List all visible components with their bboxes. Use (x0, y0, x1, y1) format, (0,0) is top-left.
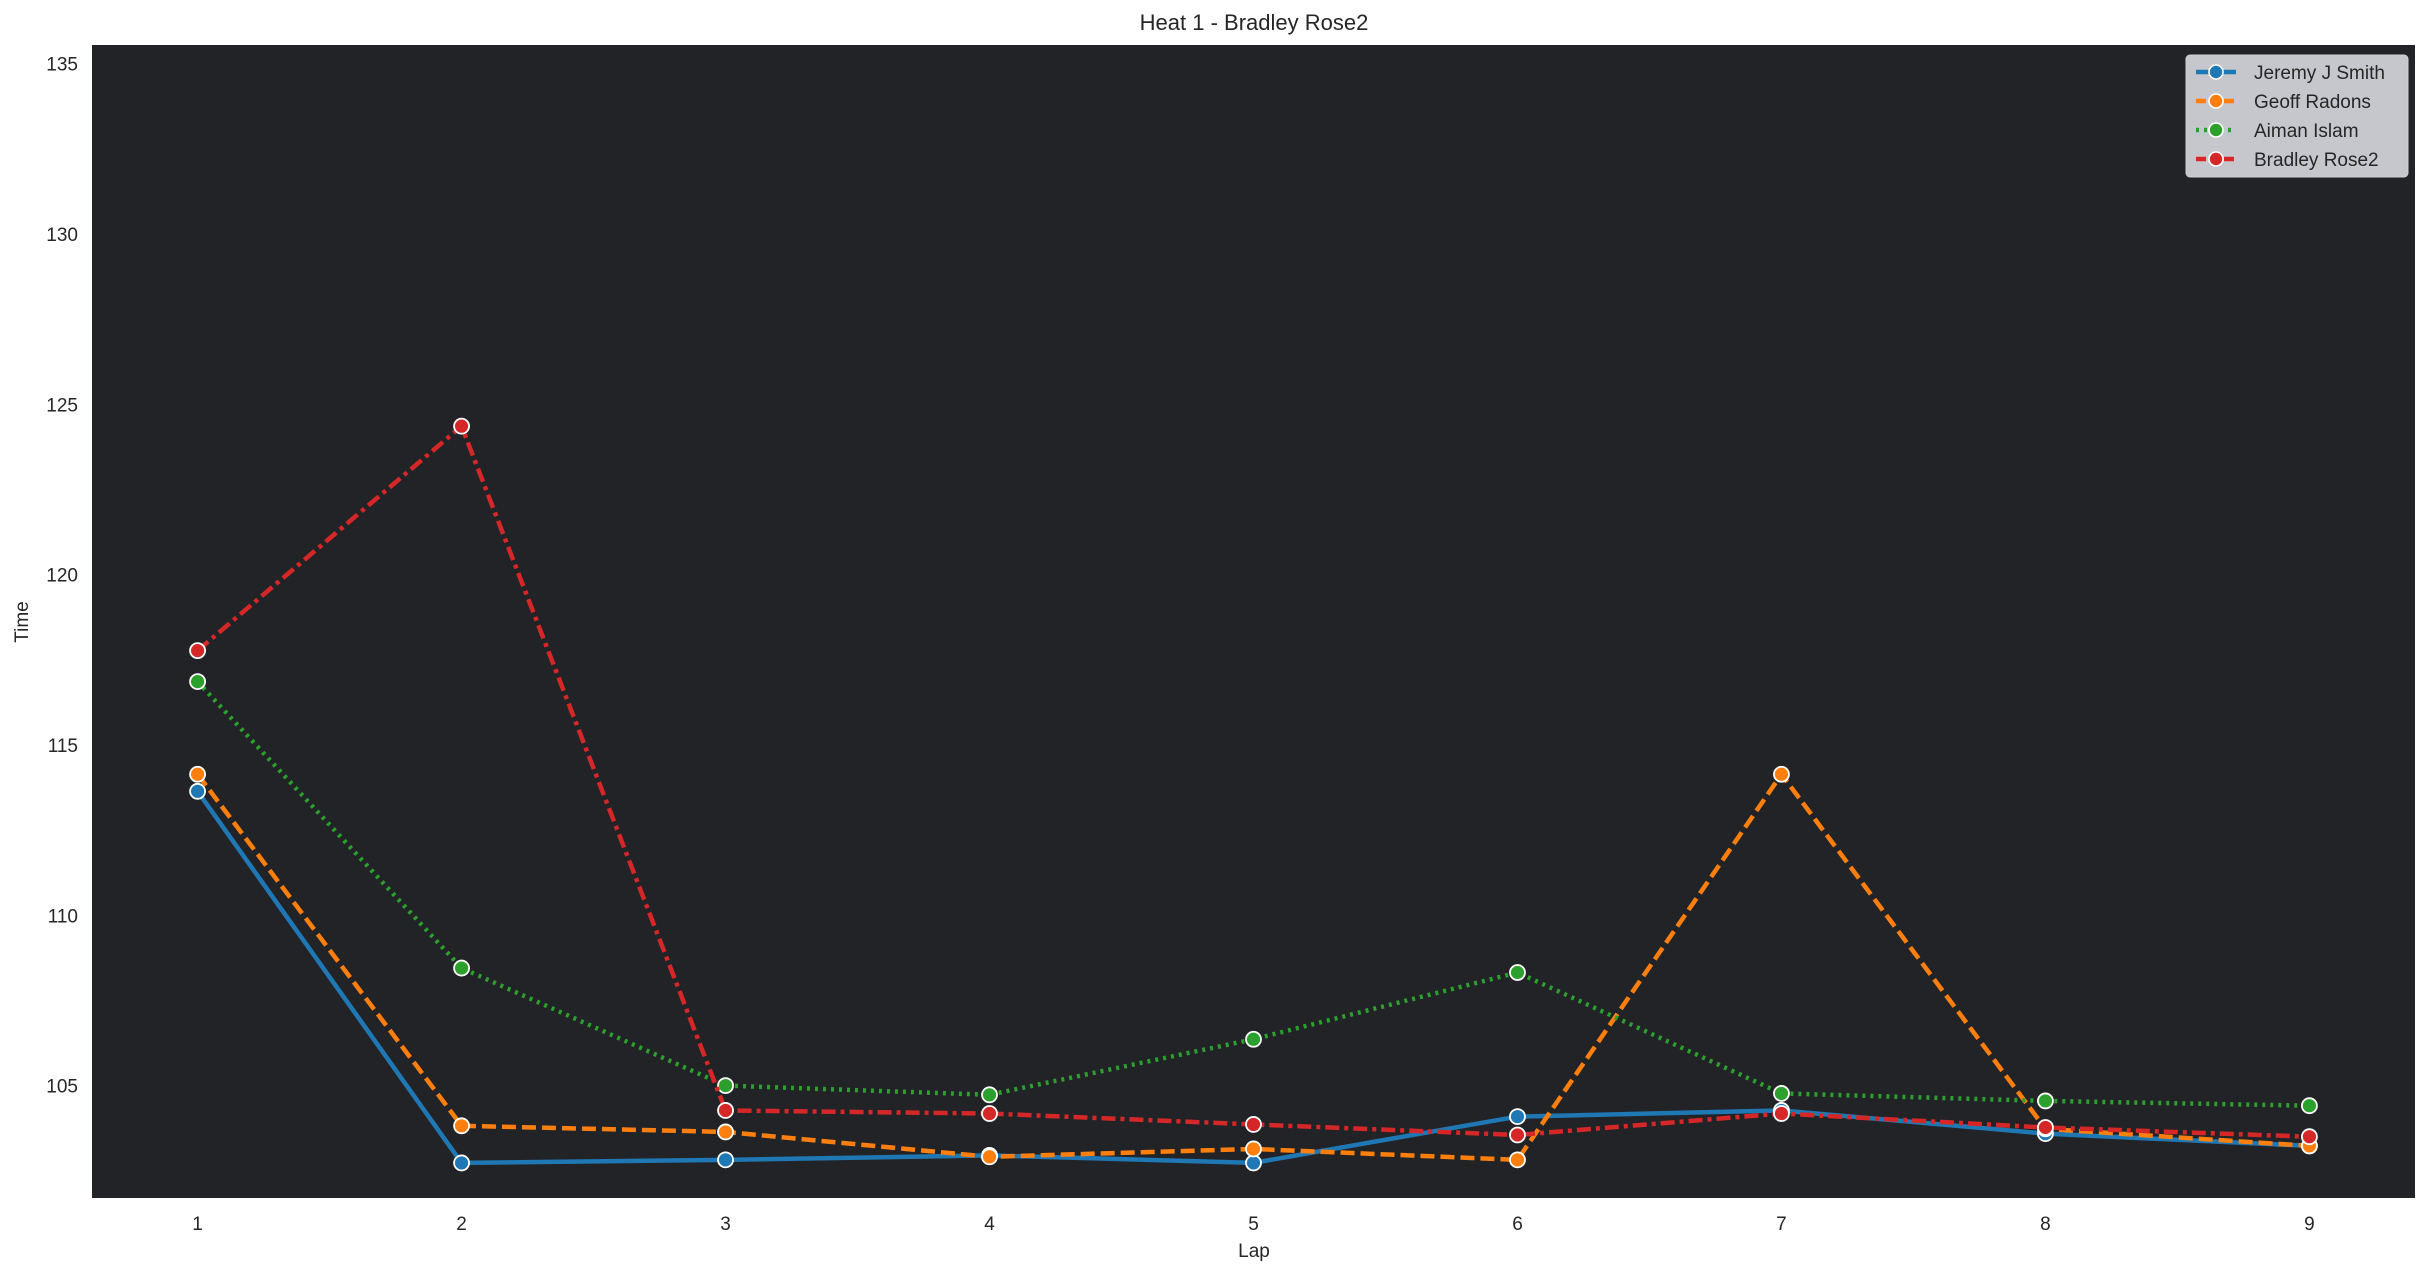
x-tick-label: 2 (456, 1214, 467, 1235)
y-axis: 105 110 115 120 125 130 135 (46, 55, 78, 1098)
data-point (717, 1077, 734, 1094)
legend-label: Aiman Islam (2254, 121, 2359, 142)
data-point (453, 959, 470, 977)
data-point (2037, 1092, 2054, 1110)
plot-area (92, 45, 2415, 1198)
x-tick-label: 3 (720, 1214, 731, 1235)
data-point (1509, 964, 1526, 981)
legend-label: Jeremy J Smith (2254, 63, 2385, 84)
x-tick-label: 7 (1776, 1214, 1787, 1235)
data-point (1773, 765, 1790, 783)
data-point (1773, 1085, 1790, 1102)
legend-marker (2208, 151, 2224, 167)
data-point (981, 1105, 998, 1122)
legend-box (2185, 54, 2409, 178)
x-tick-label: 8 (2040, 1214, 2051, 1235)
data-point (453, 1154, 470, 1172)
data-point (717, 1123, 734, 1141)
y-tick-label: 135 (46, 55, 78, 76)
data-point (717, 1102, 734, 1119)
chart-title: Heat 1 - Bradley Rose2 (1140, 10, 1369, 35)
data-point (1245, 1140, 1262, 1158)
x-tick-label: 6 (1512, 1214, 1523, 1235)
x-axis: 1 2 3 4 5 6 7 8 9 (192, 1214, 2314, 1235)
legend: Jeremy J Smith Geoff Radons Aiman Islam Bra… (2185, 54, 2409, 178)
data-point (1245, 1154, 1262, 1172)
y-tick-label: 105 (46, 1077, 78, 1098)
legend-label: Geoff Radons (2254, 92, 2371, 113)
x-axis-label: Lap (1238, 1241, 1270, 1262)
data-point (1245, 1116, 1262, 1133)
data-point (2301, 1128, 2318, 1146)
data-point (189, 765, 206, 783)
data-point (189, 642, 206, 660)
data-point (1509, 1126, 1526, 1144)
data-point (189, 782, 206, 800)
y-tick-label: 110 (48, 906, 78, 927)
data-point (2301, 1097, 2318, 1115)
x-tick-label: 5 (1248, 1214, 1259, 1235)
y-axis-label: Time (12, 601, 33, 643)
data-point (1509, 1151, 1526, 1169)
y-tick-label: 115 (48, 736, 78, 757)
data-point (981, 1086, 998, 1104)
data-point (189, 673, 206, 691)
series-group (189, 417, 2318, 1172)
x-tick-label: 4 (984, 1214, 995, 1235)
data-point (2037, 1119, 2054, 1136)
legend-label: Bradley Rose2 (2254, 150, 2379, 171)
data-point (453, 1117, 470, 1135)
data-point (1509, 1108, 1526, 1125)
x-tick-label: 9 (2304, 1214, 2315, 1235)
data-point (1245, 1030, 1262, 1048)
data-point (1773, 1105, 1790, 1122)
y-tick-label: 130 (46, 225, 78, 246)
y-tick-label: 120 (46, 566, 78, 587)
data-point (717, 1151, 734, 1169)
legend-marker (2208, 122, 2224, 138)
y-tick-label: 125 (46, 395, 78, 416)
data-point (453, 417, 470, 435)
legend-marker (2208, 93, 2224, 109)
data-point (981, 1148, 998, 1166)
legend-marker (2208, 64, 2224, 80)
x-tick-label: 1 (192, 1214, 203, 1235)
